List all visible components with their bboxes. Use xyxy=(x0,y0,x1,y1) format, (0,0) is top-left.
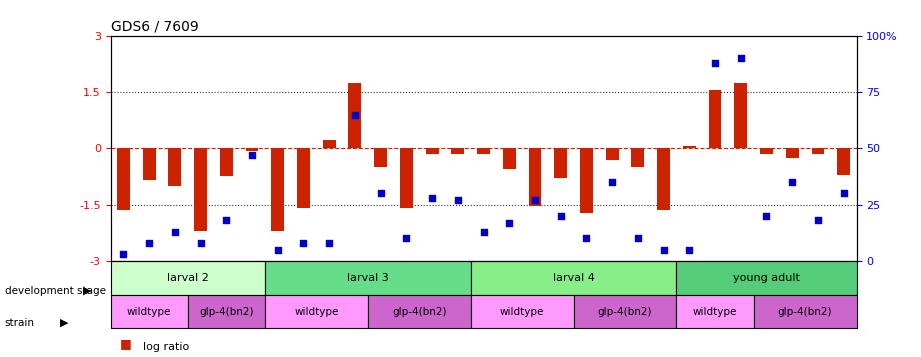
Bar xyxy=(676,261,857,295)
Bar xyxy=(194,148,207,231)
Text: larval 4: larval 4 xyxy=(553,273,594,283)
Point xyxy=(810,217,825,223)
Bar xyxy=(272,148,285,231)
Text: development stage: development stage xyxy=(5,286,106,296)
Bar xyxy=(451,148,464,154)
Bar xyxy=(246,148,259,151)
Point xyxy=(116,251,131,257)
Point xyxy=(373,191,388,196)
Bar xyxy=(348,84,361,148)
Bar xyxy=(367,295,471,328)
Point xyxy=(219,217,234,223)
Bar xyxy=(708,90,721,148)
Point xyxy=(321,240,336,246)
Text: glp-4(bn2): glp-4(bn2) xyxy=(598,307,652,317)
Point xyxy=(528,197,542,203)
Bar xyxy=(297,148,309,208)
Text: ▶: ▶ xyxy=(83,286,91,296)
Bar xyxy=(580,148,593,213)
Bar xyxy=(111,261,265,295)
Bar xyxy=(837,148,850,175)
Bar xyxy=(322,140,335,148)
Text: ▶: ▶ xyxy=(60,318,68,328)
Bar xyxy=(734,82,747,148)
Bar xyxy=(529,148,542,206)
Text: glp-4(bn2): glp-4(bn2) xyxy=(199,307,253,317)
Bar xyxy=(471,261,676,295)
Text: glp-4(bn2): glp-4(bn2) xyxy=(778,307,833,317)
Text: ■: ■ xyxy=(120,355,132,357)
Bar xyxy=(188,295,265,328)
Text: wildtype: wildtype xyxy=(693,307,737,317)
Bar xyxy=(753,295,857,328)
Point xyxy=(296,240,310,246)
Point xyxy=(271,247,286,252)
Text: young adult: young adult xyxy=(733,273,800,283)
Bar xyxy=(426,148,438,154)
Bar xyxy=(374,148,387,167)
Text: wildtype: wildtype xyxy=(127,307,171,317)
Text: wildtype: wildtype xyxy=(294,307,339,317)
Point xyxy=(631,236,646,241)
Point xyxy=(425,195,439,201)
Point xyxy=(502,220,517,226)
Bar xyxy=(265,261,471,295)
Bar xyxy=(169,148,181,186)
Point xyxy=(142,240,157,246)
Text: larval 2: larval 2 xyxy=(167,273,209,283)
Bar xyxy=(606,148,619,160)
Bar xyxy=(811,148,824,154)
Bar xyxy=(632,148,645,167)
Bar xyxy=(676,295,753,328)
Point xyxy=(759,213,774,219)
Point xyxy=(245,152,260,158)
Bar xyxy=(658,148,670,210)
Point xyxy=(682,247,696,252)
Text: wildtype: wildtype xyxy=(500,307,544,317)
Point xyxy=(193,240,208,246)
Point xyxy=(347,112,362,117)
Point xyxy=(579,236,594,241)
Point xyxy=(657,247,671,252)
Bar xyxy=(471,295,574,328)
Point xyxy=(399,236,414,241)
Point xyxy=(605,179,620,185)
Point xyxy=(168,229,182,235)
Point xyxy=(836,191,851,196)
Text: glp-4(bn2): glp-4(bn2) xyxy=(392,307,447,317)
Bar xyxy=(786,148,799,158)
Text: log ratio: log ratio xyxy=(143,342,189,352)
Text: strain: strain xyxy=(5,318,35,328)
Text: larval 3: larval 3 xyxy=(347,273,389,283)
Bar xyxy=(503,148,516,169)
Text: ■: ■ xyxy=(120,337,132,350)
Bar xyxy=(477,148,490,154)
Bar xyxy=(682,146,695,148)
Bar xyxy=(117,148,130,210)
Point xyxy=(450,197,465,203)
Bar xyxy=(574,295,676,328)
Point xyxy=(476,229,491,235)
Bar xyxy=(760,148,773,154)
Bar xyxy=(143,148,156,180)
Text: GDS6 / 7609: GDS6 / 7609 xyxy=(111,19,198,33)
Bar xyxy=(400,148,413,208)
Bar xyxy=(554,148,567,178)
Point xyxy=(785,179,799,185)
Bar xyxy=(265,295,367,328)
Bar xyxy=(111,295,188,328)
Point xyxy=(733,55,748,61)
Point xyxy=(707,60,722,66)
Point xyxy=(554,213,568,219)
Bar xyxy=(220,148,233,176)
